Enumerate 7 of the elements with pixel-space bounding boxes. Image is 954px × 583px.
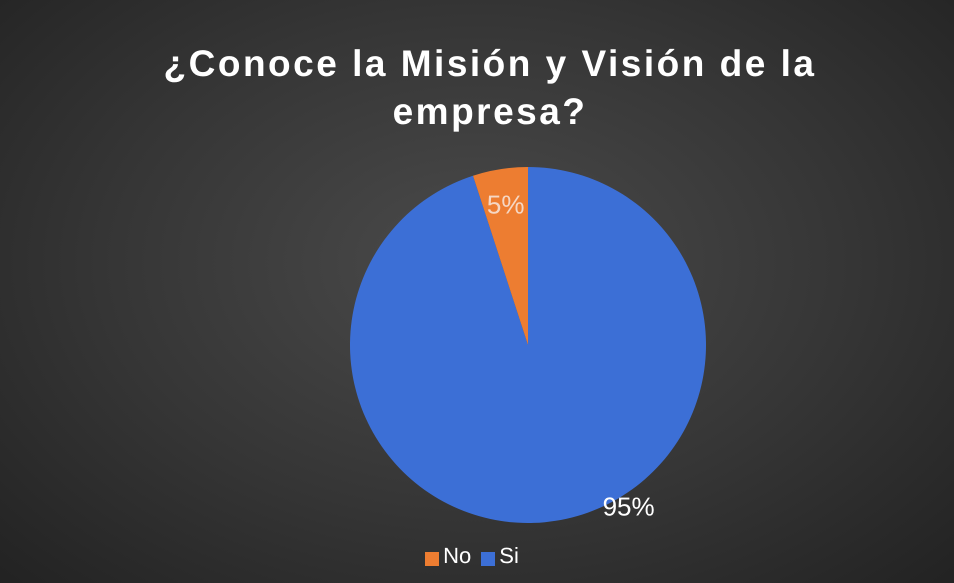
data-label: 95% [602,492,655,522]
pie-slice [350,167,706,523]
legend-label: No [443,543,472,568]
pie-slice [472,167,528,345]
chart-title: ¿Conoce la Misión y Visión de la empresa? [162,42,818,134]
data-label: 5% [486,189,525,220]
legend-label: Si [499,543,519,568]
